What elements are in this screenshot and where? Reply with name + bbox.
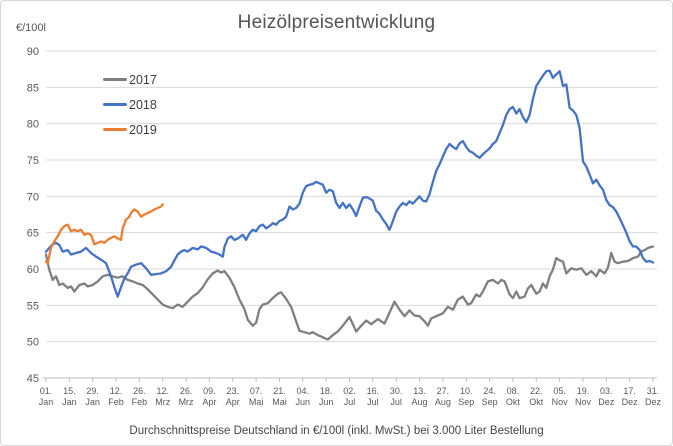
y-tick-label: 90	[27, 46, 39, 58]
x-tick-label: 10. Sep	[458, 386, 474, 407]
series-line-2019	[44, 203, 164, 265]
series-line-2017	[44, 245, 655, 341]
x-tick-label: 26. Feb	[132, 386, 148, 407]
gridlines	[46, 50, 657, 379]
x-tick-label: 17. Dez	[622, 386, 639, 407]
x-tick-label: 22. Okt	[529, 386, 544, 407]
x-tick-label: 04. Jun	[296, 386, 311, 407]
y-tick-label: 80	[27, 119, 39, 131]
x-tick-label: 02. Jul	[343, 386, 356, 407]
x-tick-label: 30. Jul	[390, 386, 403, 407]
y-tick-label: 70	[27, 191, 39, 203]
x-tick-label: 19. Nov	[575, 386, 592, 407]
legend-swatch-2017	[103, 78, 127, 81]
y-axis-unit-label: €/100l	[16, 22, 46, 34]
legend-item-2018: 2018	[103, 92, 157, 117]
legend-item-2019: 2019	[103, 117, 157, 142]
y-tick-label: 65	[27, 228, 39, 240]
y-tick-label: 45	[27, 373, 39, 385]
legend-label-2018: 2018	[129, 97, 157, 112]
chart-caption: Durchschnittspreise Deutschland in €/100…	[129, 425, 544, 437]
x-tick-label: 26. Mrz	[179, 386, 194, 407]
legend-label-2017: 2017	[129, 72, 157, 87]
x-tick-label: 21. Mai	[272, 386, 287, 407]
x-tick-label: 08. Okt	[506, 386, 521, 407]
x-tick-label: 13. Aug	[412, 386, 428, 407]
y-tick-label: 55	[27, 300, 39, 312]
x-tick-label: 01. Jan	[39, 386, 54, 407]
y-tick-label: 75	[27, 155, 39, 167]
x-tick-label: 03. Dez	[598, 386, 615, 407]
y-axis-tick-labels: 45 50 55 60 65 70 75 80 85 90	[27, 46, 39, 385]
x-tick-label: 05. Nov	[552, 386, 569, 407]
x-tick-label: 27. Aug	[435, 386, 451, 407]
legend-item-2017: 2017	[103, 67, 157, 92]
x-tick-label: 15. Jan	[62, 386, 77, 407]
x-tick-label: 24. Sep	[482, 386, 498, 407]
x-tick-label: 29. Jan	[85, 386, 100, 407]
x-tick-label: 09. Apr	[202, 386, 216, 407]
x-tick-label: 12. Feb	[108, 386, 124, 407]
y-tick-label: 85	[27, 82, 39, 94]
legend: 2017 2018 2019	[103, 67, 157, 142]
legend-label-2019: 2019	[129, 122, 157, 137]
x-tick-label: 31. Dez	[645, 386, 662, 407]
x-tick-label: 23. Apr	[226, 386, 240, 407]
series-line-2018	[44, 69, 655, 298]
x-axis: 01. Jan 15. Jan 29. Jan 12. Feb 26. Feb 12. Mrz 26. M…	[39, 377, 662, 407]
x-tick-label: 16. Jul	[367, 386, 380, 407]
x-tick-label: 12. Mrz	[155, 386, 170, 407]
legend-swatch-2019	[103, 128, 127, 131]
y-tick-label: 50	[27, 337, 39, 349]
chart-title: Heizölpreisentwicklung	[237, 12, 436, 33]
x-tick-label: 07. Mai	[249, 386, 264, 407]
x-tick-label: 18. Jun	[319, 386, 334, 407]
legend-swatch-2018	[103, 103, 127, 106]
y-tick-label: 60	[27, 264, 39, 276]
